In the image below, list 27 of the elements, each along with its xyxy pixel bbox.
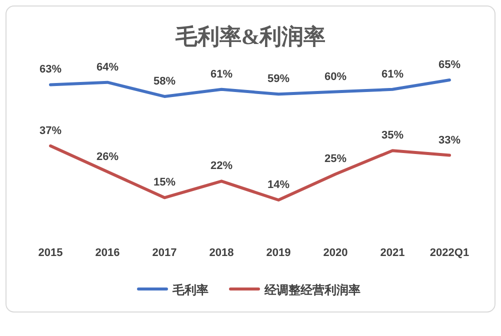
x-tick-label: 2016: [95, 247, 120, 259]
x-tick-label: 2015: [38, 247, 63, 259]
x-tick-label: 2018: [209, 247, 234, 259]
legend-label: 毛利率: [172, 283, 208, 297]
data-label: 63%: [39, 64, 62, 76]
data-label: 14%: [267, 179, 290, 191]
data-label: 64%: [96, 61, 119, 74]
data-label: 65%: [438, 59, 461, 71]
data-label: 35%: [381, 130, 404, 142]
data-label: 26%: [96, 150, 119, 163]
data-label: 25%: [324, 153, 347, 166]
data-label: 61%: [210, 68, 233, 80]
data-label: 33%: [438, 134, 461, 146]
x-tick-label: 2020: [323, 247, 348, 259]
data-label: 37%: [39, 124, 62, 137]
legend-label: 经调整经营利润率: [264, 283, 360, 297]
x-tick-label: 2021: [380, 247, 405, 259]
data-label: 15%: [153, 176, 176, 189]
x-tick-label: 2017: [152, 247, 177, 259]
chart-title: 毛利率&利润率: [174, 24, 326, 49]
data-label: 61%: [381, 68, 404, 80]
data-label: 59%: [267, 73, 290, 86]
data-label: 60%: [324, 70, 347, 83]
x-tick-label: 2019: [266, 247, 291, 259]
data-label: 58%: [153, 75, 176, 88]
data-label: 22%: [210, 160, 233, 172]
x-tick-label: 2022Q1: [430, 247, 470, 259]
